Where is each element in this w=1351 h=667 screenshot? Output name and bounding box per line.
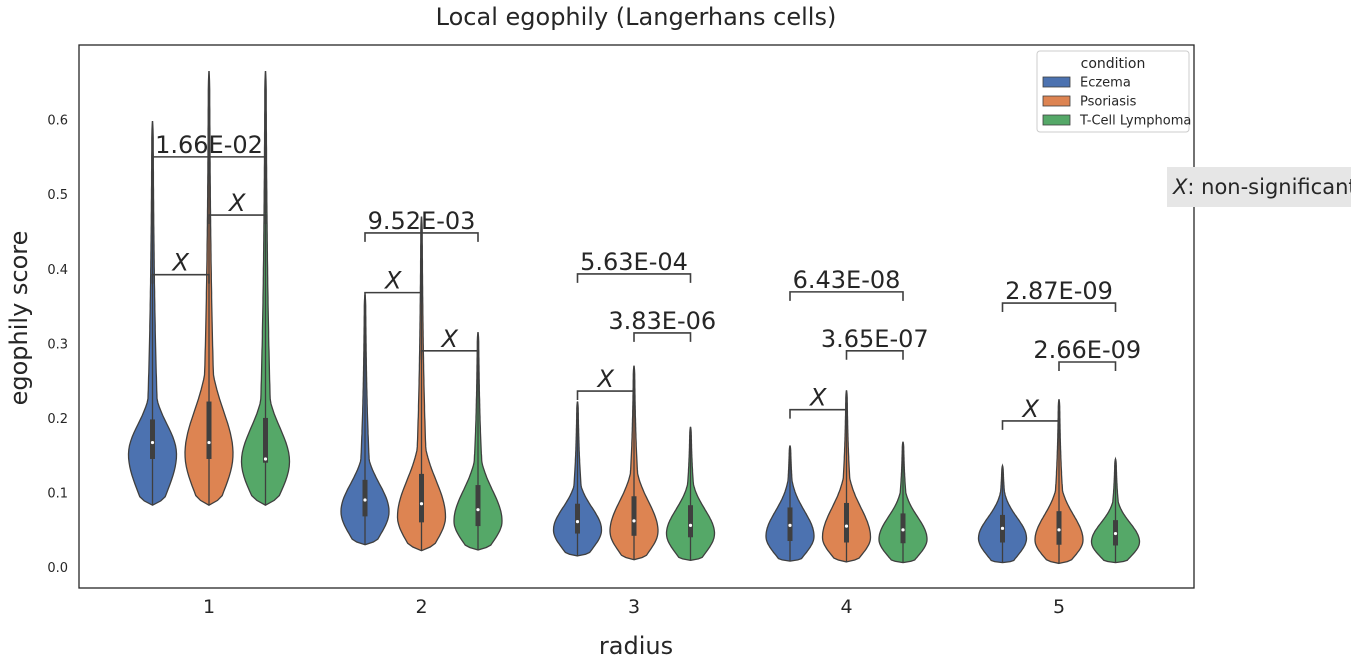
significance-label: X <box>440 325 459 353</box>
significance-label: 1.66E-02 <box>155 131 263 159</box>
significance-label: 3.65E-07 <box>821 325 929 353</box>
y-tick-label: 0.6 <box>47 114 68 129</box>
chart-title: Local egophily (Langerhans cells) <box>436 3 837 31</box>
x-axis-label: radius <box>599 632 673 660</box>
y-tick-label: 0.3 <box>47 337 68 352</box>
significance-annotations: 1.66E-02 X X 9.52E-03 X X 5.63E-04 3.83E-06 X 6.4… <box>151 131 1141 430</box>
violin-median <box>788 523 792 527</box>
x-tick-label: 2 <box>415 596 427 618</box>
note-label: : non-significant <box>1187 175 1351 199</box>
violin-iqr-box <box>688 505 693 538</box>
legend-label: Psoriasis <box>1080 95 1137 110</box>
y-tick-label: 0.4 <box>47 263 68 278</box>
y-tick-label: 0.1 <box>47 487 68 502</box>
violin-median <box>419 502 424 506</box>
legend-title: condition <box>1081 56 1146 72</box>
note-text: X: non-significant <box>1172 175 1351 199</box>
significance-label: 2.87E-09 <box>1005 277 1113 305</box>
significance-label: 3.83E-06 <box>608 307 716 335</box>
significance-bracket <box>420 350 479 360</box>
violin-iqr-box <box>206 401 212 459</box>
significance-label: X <box>596 365 615 393</box>
x-axis-ticks: 1 2 3 4 5 <box>203 596 1065 618</box>
x-tick-label: 4 <box>840 596 852 618</box>
significance-bracket <box>633 332 692 342</box>
violin-iqr-box <box>150 419 155 459</box>
x-tick-label: 3 <box>628 596 640 618</box>
y-axis-label: egophily score <box>5 231 33 406</box>
significance-bracket <box>364 291 423 302</box>
significance-bracket <box>845 350 904 360</box>
violin-median <box>150 440 155 445</box>
y-tick-label: 0.0 <box>47 561 68 576</box>
significance-bracket <box>576 390 635 401</box>
significance-bracket <box>1001 302 1117 313</box>
violin-median <box>575 520 580 524</box>
significance-bracket <box>364 232 479 242</box>
y-tick-label: 0.5 <box>47 188 68 203</box>
violin-median <box>901 528 905 532</box>
violin-median <box>263 457 268 461</box>
violin-median <box>1057 528 1061 532</box>
y-tick-label: 0.2 <box>47 412 68 427</box>
violin-median <box>207 440 211 445</box>
significance-bracket <box>789 291 904 301</box>
violin-iqr-box <box>362 479 368 517</box>
violin-iqr-box <box>475 485 481 527</box>
violin-iqr-box <box>631 496 637 536</box>
legend-box <box>1036 50 1190 133</box>
legend-swatch <box>1042 76 1071 88</box>
significance-bracket <box>1058 361 1117 371</box>
significance-bracket <box>151 156 267 213</box>
x-tick-label: 1 <box>203 596 215 618</box>
violin-iqr-box <box>419 473 424 523</box>
violin-median <box>844 524 849 528</box>
legend-items: Eczema Psoriasis T-Cell Lymphoma <box>1042 76 1191 129</box>
note-symbol: X <box>1172 175 1188 199</box>
violin-median <box>688 523 693 527</box>
violins-layer <box>127 71 1141 565</box>
significance-label: 5.63E-04 <box>580 248 688 276</box>
significance-bracket <box>1001 420 1060 430</box>
violin-median <box>1000 526 1005 530</box>
y-axis-ticks: 0.0 0.1 0.2 0.3 0.4 0.5 0.6 <box>47 114 68 577</box>
significance-bracket <box>576 273 692 283</box>
violin-iqr-box <box>263 417 268 463</box>
significance-label: X <box>808 384 827 412</box>
legend: condition Eczema Psoriasis T-Cell Lymphoma <box>1036 50 1191 133</box>
violin-median <box>363 498 367 502</box>
significance-label: 9.52E-03 <box>368 207 476 235</box>
significance-label: X <box>383 267 402 295</box>
significance-label: 2.66E-09 <box>1033 336 1141 364</box>
significance-bracket <box>789 408 848 419</box>
violin-median <box>632 519 636 523</box>
violin-iqr-box <box>1056 511 1062 545</box>
x-tick-label: 5 <box>1053 596 1065 618</box>
significance-label: 6.43E-08 <box>793 266 901 294</box>
legend-swatch <box>1042 114 1071 126</box>
plot-frame <box>78 44 1195 589</box>
legend-swatch <box>1042 95 1071 107</box>
significance-label: X <box>1021 395 1040 423</box>
violin-iqr-box <box>575 503 580 534</box>
non-significant-note: X: non-significant <box>1167 167 1351 207</box>
significance-label: X <box>171 249 190 277</box>
legend-label: Eczema <box>1080 76 1131 91</box>
violin-median <box>1113 531 1118 536</box>
significance-bracket <box>151 273 210 284</box>
significance-bracket <box>208 214 267 225</box>
significance-label: X <box>227 189 246 217</box>
violin-iqr-box <box>844 502 849 543</box>
note-background <box>1167 167 1351 207</box>
violin-median <box>476 508 480 512</box>
legend-label: T-Cell Lymphoma <box>1079 114 1191 129</box>
